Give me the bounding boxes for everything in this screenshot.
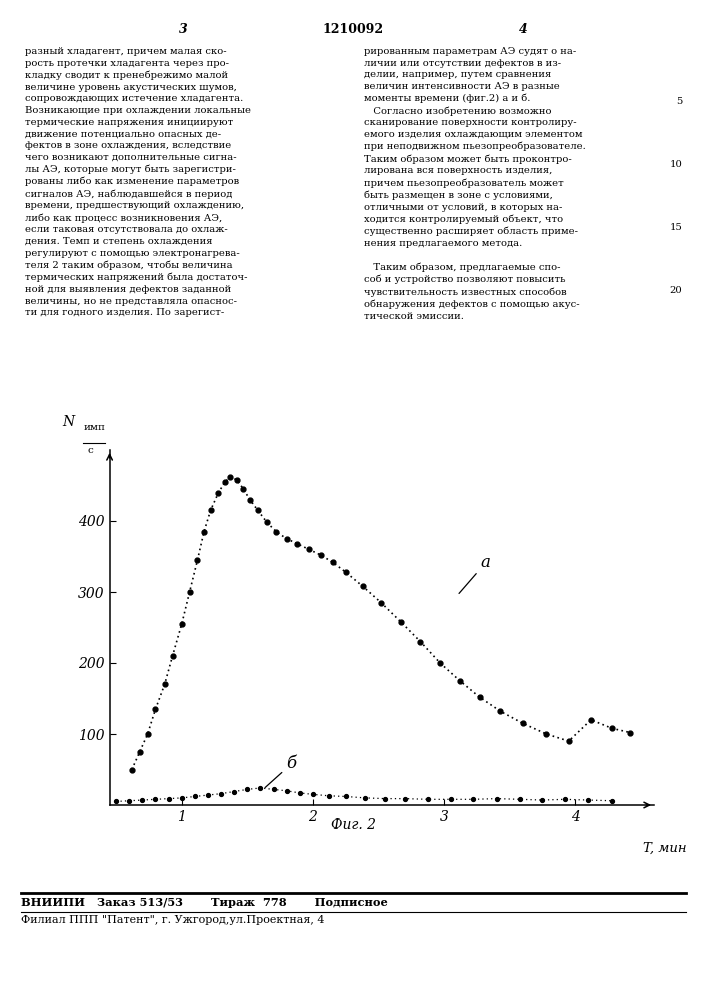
Text: 20: 20: [670, 286, 682, 295]
Text: 10: 10: [670, 160, 682, 169]
Text: T, мин: T, мин: [643, 842, 687, 855]
Text: 4: 4: [519, 23, 527, 36]
Text: 3: 3: [180, 23, 188, 36]
Text: 15: 15: [670, 223, 682, 232]
Text: разный хладагент, причем малая ско-
рость протечки хладагента через про-
кладку : разный хладагент, причем малая ско- рост…: [25, 47, 251, 317]
Text: 1210092: 1210092: [323, 23, 384, 36]
Text: ВНИИПИ   Заказ 513/53       Тираж  778       Подписное: ВНИИПИ Заказ 513/53 Тираж 778 Подписное: [21, 897, 388, 908]
Text: 5: 5: [676, 97, 682, 106]
Text: рированным параметрам АЭ судят о на-
личии или отсутствии дефектов в из-
делии, : рированным параметрам АЭ судят о на- лич…: [364, 47, 586, 321]
Text: Филиал ППП "Патент", г. Ужгород,ул.Проектная, 4: Филиал ППП "Патент", г. Ужгород,ул.Проек…: [21, 915, 325, 925]
Text: имп: имп: [83, 423, 105, 432]
Text: Фиг. 2: Фиг. 2: [331, 818, 376, 832]
Text: б: б: [265, 755, 297, 788]
Text: а: а: [459, 554, 491, 593]
Text: N: N: [62, 415, 75, 429]
Text: с: с: [88, 446, 93, 455]
